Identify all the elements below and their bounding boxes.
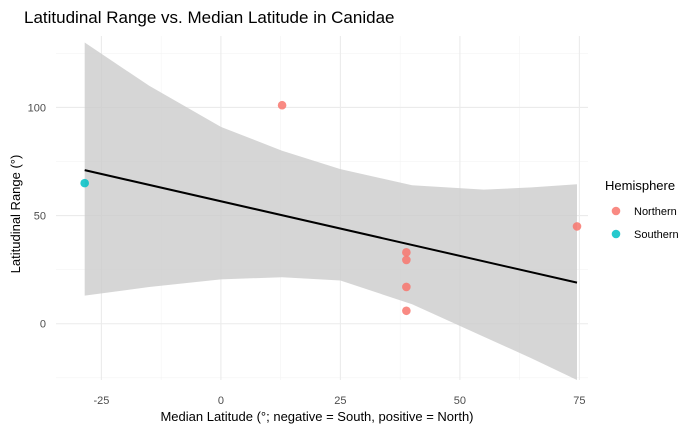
data-point-southern <box>80 178 89 188</box>
legend-label-southern: Southern <box>634 229 679 241</box>
y-axis-ticks: 0 50 100 <box>28 102 46 330</box>
data-points <box>80 100 582 316</box>
y-tick-label: 50 <box>34 211 46 223</box>
data-point-northern <box>402 282 411 292</box>
legend-entries: Northern Southern <box>611 206 679 241</box>
trend-line <box>84 169 578 284</box>
trend-line-layer <box>84 169 578 284</box>
data-point-northern <box>402 248 411 257</box>
confidence-band-layer <box>84 42 577 380</box>
legend-key-southern <box>611 229 621 239</box>
x-axis-ticks: -25 0 25 50 75 <box>93 395 585 407</box>
confidence-band <box>84 42 577 380</box>
data-point-northern <box>402 306 411 316</box>
x-axis-title: Median Latitude (°; negative = South, po… <box>160 409 473 424</box>
x-tick-label: 0 <box>218 395 224 407</box>
y-tick-label: 100 <box>28 102 46 114</box>
y-tick-label: 0 <box>40 319 46 331</box>
y-axis-title: Latitudinal Range (°) <box>8 155 23 274</box>
data-point-northern <box>572 222 582 231</box>
x-tick-label: 25 <box>334 395 346 407</box>
legend-title: Hemisphere <box>605 178 675 193</box>
chart-title: Latitudinal Range vs. Median Latitude in… <box>24 8 394 27</box>
x-tick-label: 50 <box>454 395 466 407</box>
data-point-northern <box>277 100 287 110</box>
x-tick-label: 75 <box>573 395 585 407</box>
legend-key-northern <box>611 206 621 216</box>
data-point-northern <box>402 255 411 265</box>
legend: Hemisphere Northern Southern <box>605 178 679 241</box>
x-tick-label: -25 <box>93 395 109 407</box>
legend-label-northern: Northern <box>634 206 677 218</box>
